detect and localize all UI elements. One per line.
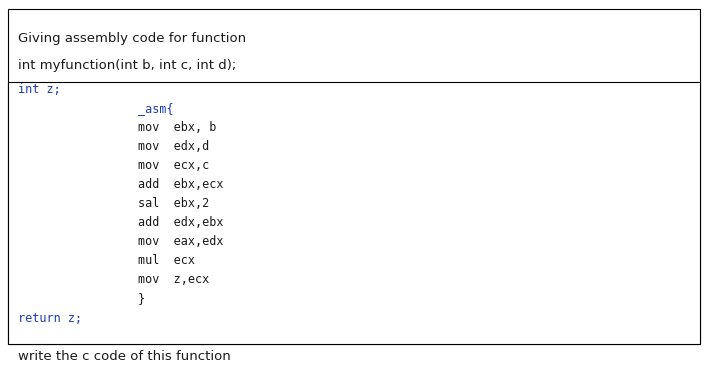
Bar bbox=[8, 82, 700, 344]
Text: mov  ebx, b: mov ebx, b bbox=[138, 121, 217, 134]
Text: write the c code of this function: write the c code of this function bbox=[18, 350, 230, 363]
Text: mul  ecx: mul ecx bbox=[138, 254, 195, 268]
Text: Giving assembly code for function: Giving assembly code for function bbox=[18, 32, 246, 45]
Text: mov  ecx,c: mov ecx,c bbox=[138, 159, 210, 172]
Text: int myfunction(int b, int c, int d);: int myfunction(int b, int c, int d); bbox=[18, 59, 236, 72]
Text: int z;: int z; bbox=[18, 83, 60, 96]
Text: mov  edx,d: mov edx,d bbox=[138, 140, 210, 153]
Text: mov  eax,edx: mov eax,edx bbox=[138, 235, 224, 249]
Text: }: } bbox=[138, 292, 145, 306]
Text: sal  ebx,2: sal ebx,2 bbox=[138, 197, 210, 210]
Text: return z;: return z; bbox=[18, 311, 82, 325]
Text: add  ebx,ecx: add ebx,ecx bbox=[138, 178, 224, 191]
Text: mov  z,ecx: mov z,ecx bbox=[138, 273, 210, 287]
Text: _asm{: _asm{ bbox=[138, 102, 173, 115]
Text: add  edx,ebx: add edx,ebx bbox=[138, 216, 224, 229]
